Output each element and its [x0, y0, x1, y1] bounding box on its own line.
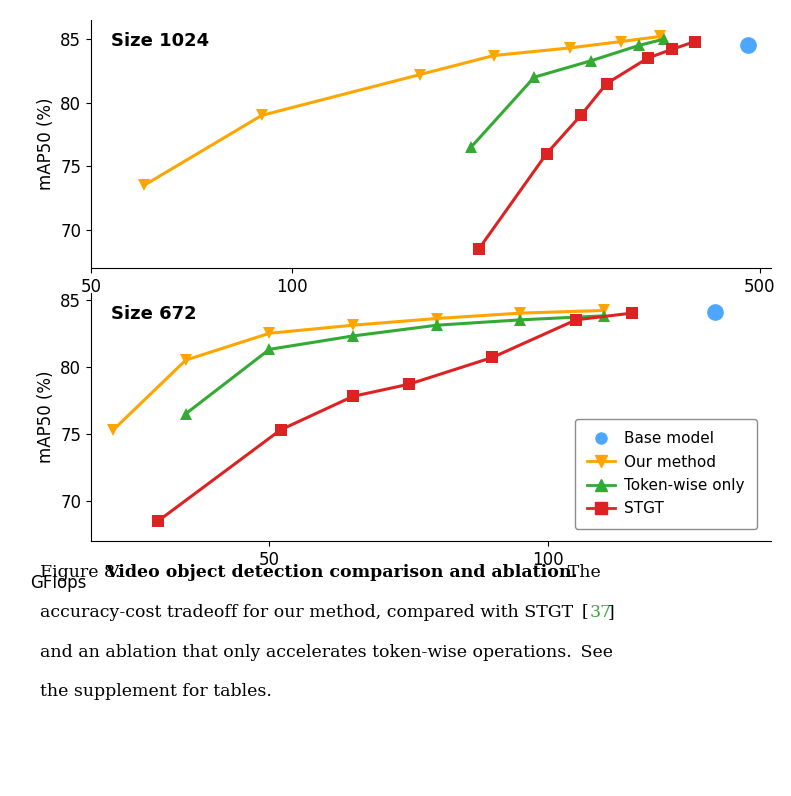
Text: The: The — [559, 564, 601, 581]
Text: Figure 8.: Figure 8. — [40, 564, 129, 581]
Text: Size 672: Size 672 — [112, 306, 197, 323]
Text: 37: 37 — [590, 604, 612, 621]
Y-axis label: mAP50 (%): mAP50 (%) — [36, 98, 55, 190]
Text: Video object detection comparison and ablation.: Video object detection comparison and ab… — [105, 564, 577, 581]
Text: ]: ] — [607, 604, 615, 621]
Text: and an ablation that only accelerates token-wise operations. See: and an ablation that only accelerates to… — [40, 644, 612, 661]
Legend: Base model, Our method, Token-wise only, STGT: Base model, Our method, Token-wise only,… — [575, 419, 757, 529]
Text: GFlops: GFlops — [30, 574, 86, 591]
Y-axis label: mAP50 (%): mAP50 (%) — [36, 371, 55, 463]
Text: accuracy-cost tradeoff for our method, compared with STGT [: accuracy-cost tradeoff for our method, c… — [40, 604, 589, 621]
Text: Size 1024: Size 1024 — [112, 33, 210, 50]
Text: the supplement for tables.: the supplement for tables. — [40, 684, 271, 700]
